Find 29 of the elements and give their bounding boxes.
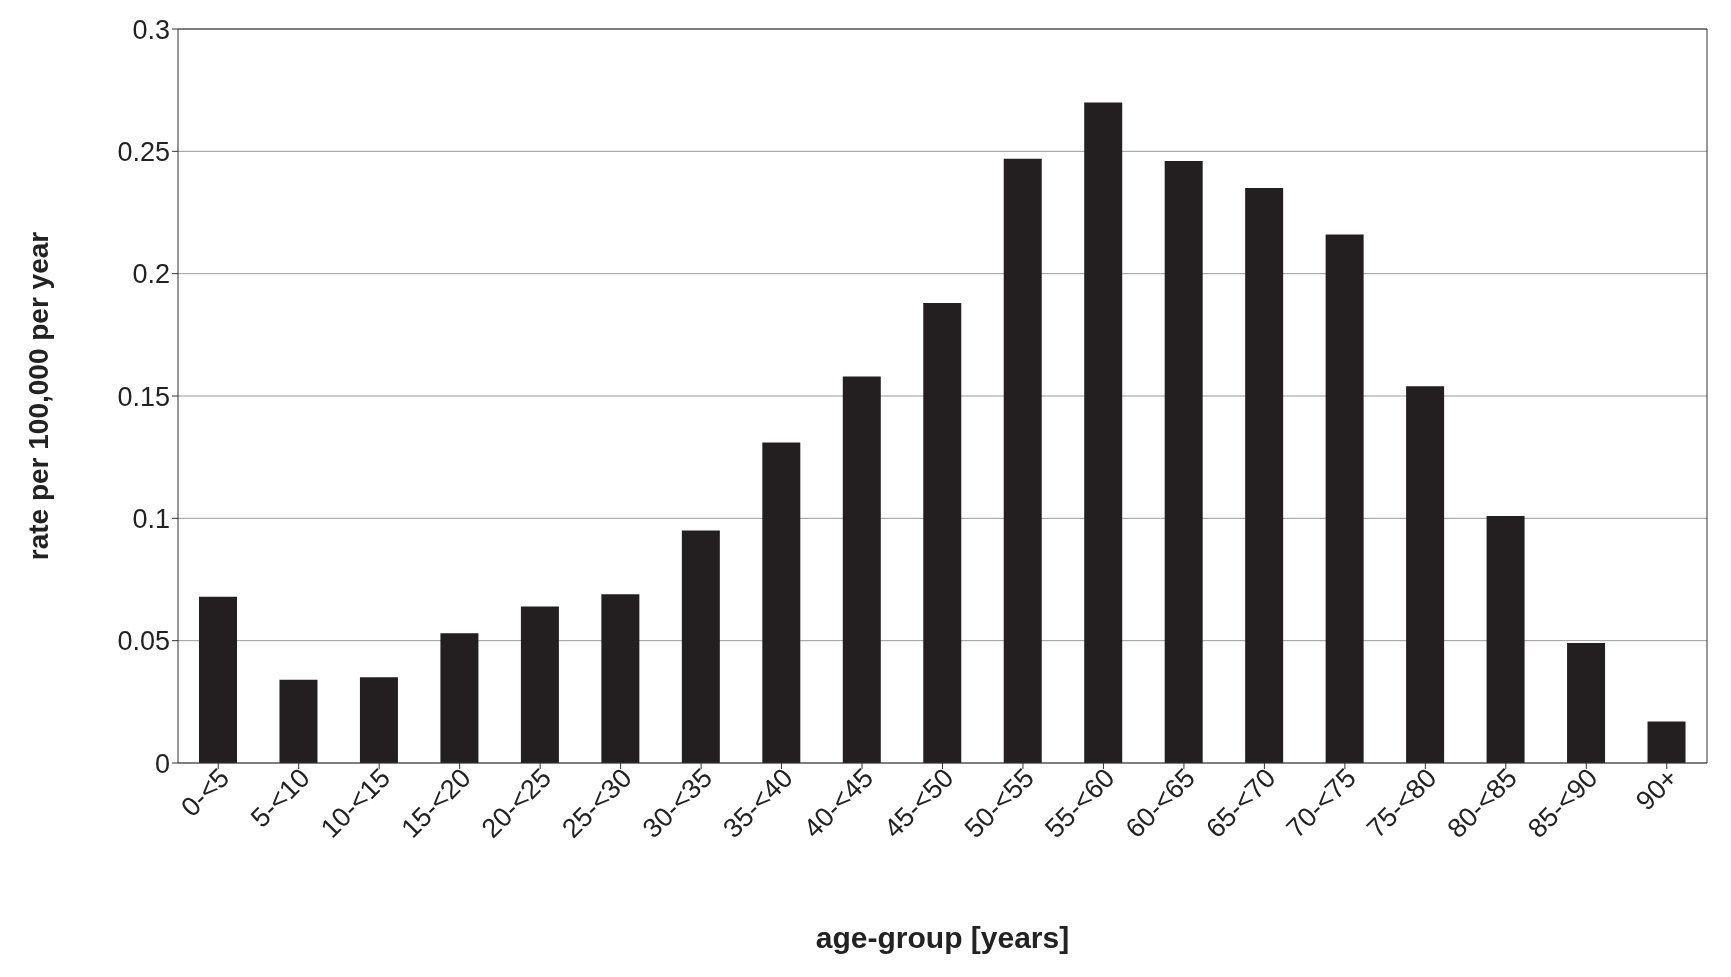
x-axis-title: age-group [years] [815,921,1070,954]
bar [359,677,398,763]
bar [1406,386,1445,763]
y-tick-label: 0.05 [117,626,170,657]
bar [681,530,720,763]
y-tick-label: 0 [154,748,170,779]
x-tick-label: 90+ [1630,762,1684,817]
y-tick-label: 0.2 [132,259,170,290]
bar [923,303,962,763]
bar [520,606,559,763]
bar [1003,158,1042,763]
bar [440,633,479,763]
bar [1486,515,1525,763]
bar [1647,721,1686,763]
bar [1325,234,1364,763]
y-tick-label: 0.1 [132,503,170,534]
y-tick-label: 0.3 [132,14,170,45]
bar [1084,102,1123,763]
bar [279,679,318,763]
bar [762,442,801,763]
bar [1245,188,1284,763]
bar [1164,161,1203,763]
bar [842,376,881,763]
y-tick-label: 0.15 [117,381,170,412]
y-axis-title: rate per 100,000 per year [22,231,54,561]
y-tick-label: 0.25 [117,136,170,167]
bar [1567,643,1606,763]
bar [199,596,237,763]
bar [601,594,640,763]
